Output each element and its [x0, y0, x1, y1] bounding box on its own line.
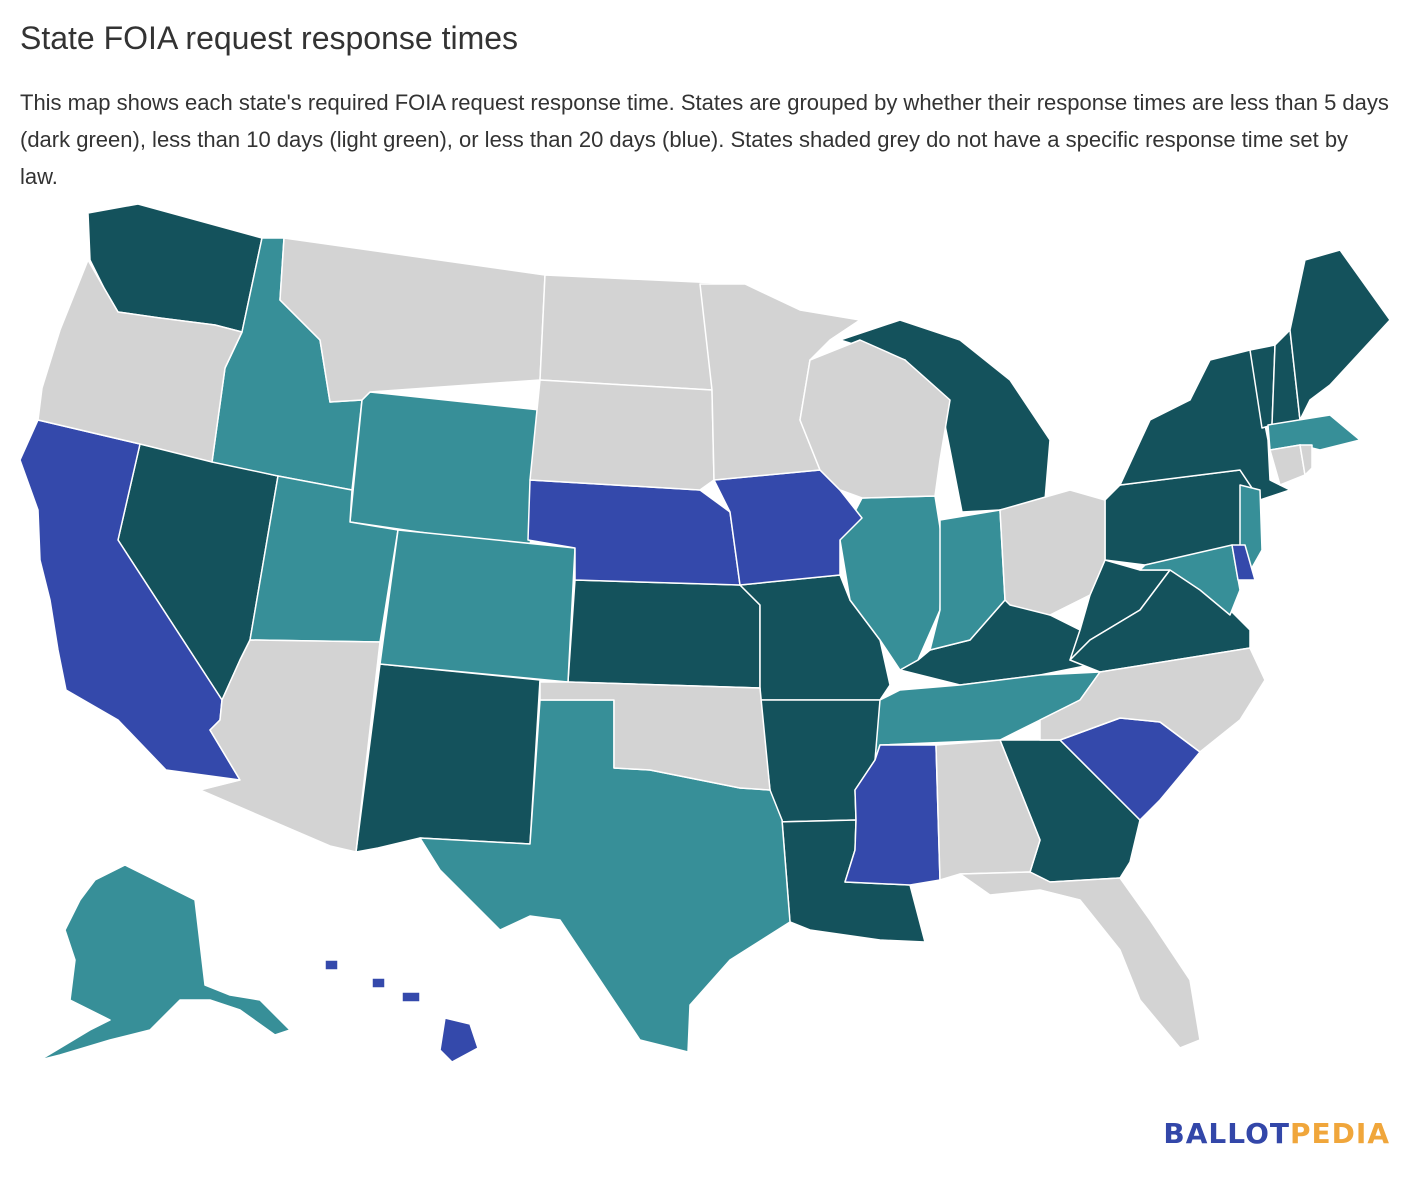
ballotpedia-logo: BALLOTPEDIA: [1163, 1117, 1390, 1150]
state-mo: [739, 574, 891, 701]
state-nc: [1039, 647, 1266, 753]
state-ri: [1299, 444, 1313, 476]
logo-pedia: PEDIA: [1290, 1117, 1390, 1150]
logo-ballot: BALLOT: [1163, 1117, 1291, 1150]
state-ok: [539, 681, 771, 791]
state-or: [37, 259, 243, 463]
state-il: [839, 495, 943, 671]
state-nm: [355, 663, 541, 853]
state-fl: [959, 871, 1201, 1049]
state-ms: [844, 744, 941, 886]
state-co: [379, 529, 576, 683]
state-de: [1231, 544, 1256, 581]
state-ca: [19, 419, 241, 781]
page-title: State FOIA request response times: [20, 20, 519, 56]
us-states-map: [19, 203, 1391, 1063]
state-oh: [999, 489, 1106, 616]
state-az: [199, 639, 381, 853]
state-sd: [529, 379, 715, 491]
state-ne: [527, 479, 741, 586]
state-hi: [324, 959, 479, 1063]
map-description: This map shows each state's required FOI…: [20, 90, 1389, 189]
state-ak: [39, 864, 291, 1061]
state-ks: [567, 579, 761, 689]
state-wy: [349, 391, 541, 549]
state-wi: [799, 339, 951, 499]
state-me: [1289, 249, 1391, 421]
state-ct: [1269, 444, 1306, 486]
